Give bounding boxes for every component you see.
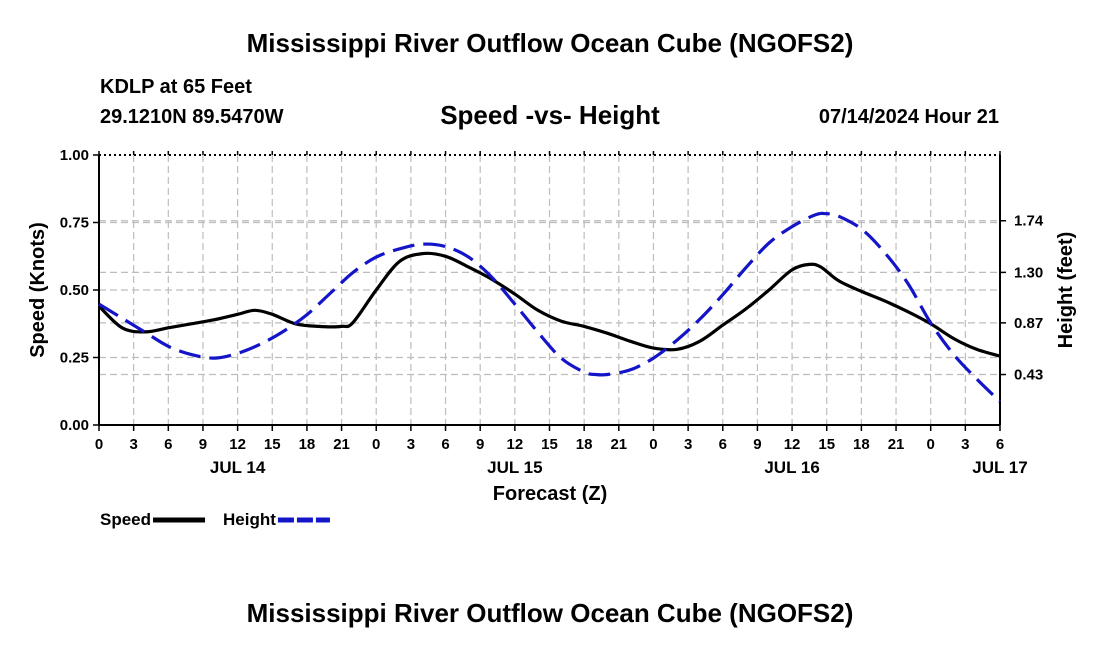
y-left-tick-label: 0.50 bbox=[60, 282, 89, 299]
x-tick-label: 6 bbox=[719, 436, 727, 453]
series-line-speed bbox=[97, 251, 1001, 358]
x-tick-label: 3 bbox=[961, 436, 969, 453]
y-axis-left-label: Speed (Knots) bbox=[27, 222, 49, 358]
x-tick-label: 12 bbox=[784, 436, 801, 453]
coordinates-label: 29.1210N 89.5470W bbox=[100, 106, 284, 128]
legend: Speed Height bbox=[100, 510, 330, 529]
chart-subtitle: Speed -vs- Height bbox=[440, 100, 660, 130]
x-tick-label: 18 bbox=[299, 436, 316, 453]
y-right-tick-label: 0.43 bbox=[1014, 367, 1043, 384]
series-lines bbox=[97, 211, 1002, 403]
x-tick-label: 9 bbox=[199, 436, 207, 453]
x-tick-label: 6 bbox=[996, 436, 1004, 453]
x-tick-label: 0 bbox=[95, 436, 103, 453]
forecast-datetime: 07/14/2024 Hour 21 bbox=[818, 106, 999, 128]
y-left-tick-label: 1.00 bbox=[60, 147, 89, 164]
axis-ticks: 0 3 6 9 12 15 18 21 0 3 6 9 12 15 18 21 0 3 6 9 12 15 18 21 0 3 6 J… bbox=[60, 147, 1044, 477]
x-tick-label: 6 bbox=[441, 436, 449, 453]
x-day-label: JUL 16 bbox=[764, 458, 819, 477]
x-tick-label: 21 bbox=[333, 436, 350, 453]
station-label: KDLP at 65 Feet bbox=[100, 76, 252, 98]
x-tick-label: 9 bbox=[476, 436, 484, 453]
x-tick-label: 18 bbox=[853, 436, 870, 453]
legend-label-height: Height bbox=[223, 510, 276, 529]
x-tick-label: 0 bbox=[927, 436, 935, 453]
x-tick-label: 15 bbox=[264, 436, 281, 453]
x-tick-label: 0 bbox=[649, 436, 657, 453]
x-day-label: JUL 15 bbox=[487, 458, 542, 477]
x-tick-label: 15 bbox=[818, 436, 835, 453]
chart-title: Mississippi River Outflow Ocean Cube (NG… bbox=[246, 28, 854, 58]
x-axis-label: Forecast (Z) bbox=[493, 483, 607, 505]
y-left-tick-label: 0.75 bbox=[60, 215, 89, 232]
x-tick-label: 15 bbox=[541, 436, 558, 453]
footer-title: Mississippi River Outflow Ocean Cube (NG… bbox=[246, 598, 854, 628]
x-tick-label: 0 bbox=[372, 436, 380, 453]
x-tick-label: 9 bbox=[753, 436, 761, 453]
y-left-tick-label: 0.00 bbox=[60, 417, 89, 434]
y-right-tick-label: 1.74 bbox=[1014, 213, 1044, 230]
x-tick-label: 6 bbox=[164, 436, 172, 453]
y-axis-right-label: Height (feet) bbox=[1055, 232, 1077, 349]
x-tick-label: 12 bbox=[229, 436, 246, 453]
x-tick-label: 21 bbox=[888, 436, 905, 453]
legend-label-speed: Speed bbox=[100, 510, 151, 529]
x-day-label: JUL 14 bbox=[210, 458, 266, 477]
grid-lines bbox=[99, 155, 1000, 425]
y-left-tick-label: 0.25 bbox=[60, 350, 89, 367]
x-tick-label: 21 bbox=[610, 436, 627, 453]
x-tick-label: 3 bbox=[129, 436, 137, 453]
series-line-height bbox=[98, 211, 1002, 403]
x-tick-label: 3 bbox=[407, 436, 415, 453]
x-tick-label: 18 bbox=[576, 436, 593, 453]
x-tick-label: 3 bbox=[684, 436, 692, 453]
y-right-tick-label: 0.87 bbox=[1014, 315, 1043, 332]
x-tick-label: 12 bbox=[507, 436, 524, 453]
x-day-label: JUL 17 bbox=[972, 458, 1027, 477]
y-right-tick-label: 1.30 bbox=[1014, 264, 1043, 281]
